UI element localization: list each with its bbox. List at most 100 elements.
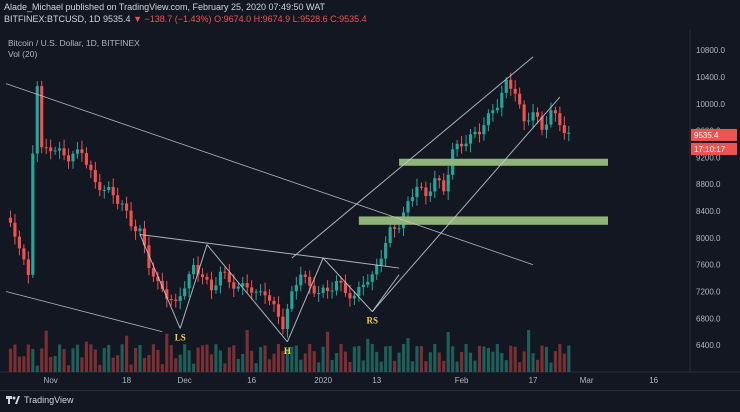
volume-bar xyxy=(120,344,124,372)
volume-bar xyxy=(236,358,240,372)
candle-body xyxy=(31,153,35,275)
volume-bar xyxy=(348,361,352,372)
channel-upper-line xyxy=(291,56,534,259)
candle-body xyxy=(531,112,535,121)
volume-bar xyxy=(192,363,196,372)
candle-body xyxy=(326,287,330,292)
last-price-text: 9535.4 xyxy=(694,131,719,140)
candle-body xyxy=(518,93,522,105)
candle-body xyxy=(53,150,57,152)
volume-bar xyxy=(116,355,120,372)
volume-bar xyxy=(500,353,504,372)
candle-body xyxy=(169,298,173,300)
candle-body xyxy=(98,182,102,191)
volume-bar xyxy=(334,353,339,372)
volume-bar xyxy=(174,358,178,372)
volume-bar xyxy=(326,331,330,372)
volume-bar xyxy=(165,333,169,372)
candle-body xyxy=(178,296,182,301)
volume-bar xyxy=(540,345,544,372)
candle-body xyxy=(424,187,428,197)
volume-bar xyxy=(138,344,142,372)
candle-body xyxy=(433,178,437,192)
descending-trendline xyxy=(5,83,534,266)
head-shoulders-line xyxy=(286,257,324,343)
volume-bar xyxy=(415,346,419,372)
countdown-text: 17:10:17 xyxy=(694,145,726,154)
candle-body xyxy=(442,180,446,192)
candle-body xyxy=(415,186,419,198)
candle-body xyxy=(540,116,544,130)
last-price-tag xyxy=(691,128,737,141)
time-tick-label: Nov xyxy=(44,376,58,385)
volume-bar xyxy=(482,346,486,372)
candle-body xyxy=(205,277,209,280)
volume-bar xyxy=(276,344,281,372)
candle-body xyxy=(504,79,508,93)
chart-title: Bitcoin / U.S. Dollar, 1D, BITFINEX xyxy=(8,38,140,48)
volume-bar xyxy=(312,351,316,372)
pattern-label: RS xyxy=(367,316,379,326)
price-tick-label: 8400.0 xyxy=(696,207,721,216)
volume-bar xyxy=(40,348,44,372)
volume-bar xyxy=(169,345,173,372)
candle-body xyxy=(102,189,106,191)
volume-bar xyxy=(330,360,334,372)
candle-body xyxy=(125,203,129,211)
candle-body xyxy=(366,281,370,285)
volume-bar xyxy=(22,356,26,372)
volume-bar xyxy=(263,345,267,372)
volume-bar xyxy=(388,346,392,372)
volume-bar xyxy=(567,345,571,372)
volume-bar xyxy=(549,362,553,372)
candle-body xyxy=(13,222,17,237)
candle-body xyxy=(419,186,423,188)
head-shoulders-line xyxy=(179,244,208,329)
price-tick-label: 6800.0 xyxy=(696,314,721,323)
tradingview-label: TradingView xyxy=(24,395,74,405)
volume-bar xyxy=(473,360,477,372)
volume-bar xyxy=(321,346,325,372)
volume-bar xyxy=(160,364,164,372)
candle-body xyxy=(527,120,531,122)
volume-bar xyxy=(84,341,88,372)
volume-bar xyxy=(17,356,21,372)
price-tick-label: 7200.0 xyxy=(696,288,721,297)
time-tick-label: 16 xyxy=(247,376,256,385)
candle-body xyxy=(513,88,517,94)
volume-bar xyxy=(406,338,410,372)
candle-body xyxy=(393,227,397,229)
candle-body xyxy=(428,191,432,197)
pattern-label: LS xyxy=(175,332,186,342)
volume-bar xyxy=(446,332,450,372)
candle-body xyxy=(290,291,294,309)
volume-bar xyxy=(442,360,446,372)
support-zone xyxy=(358,216,608,225)
candle-body xyxy=(464,143,468,147)
candle-body xyxy=(375,265,379,275)
volume-bar xyxy=(437,352,441,372)
candle-body xyxy=(58,148,62,151)
volume-bar xyxy=(232,345,236,372)
head-shoulders-line xyxy=(139,234,181,329)
volume-bar xyxy=(384,346,388,372)
candle-body xyxy=(160,281,164,290)
candle-body xyxy=(361,284,365,287)
volume-bar xyxy=(183,344,187,372)
candle-body xyxy=(218,271,222,286)
volume-bar xyxy=(553,351,557,372)
price-tick-label: 8000.0 xyxy=(696,234,721,243)
volume-bar xyxy=(317,362,321,372)
candle-body xyxy=(89,164,93,170)
volume-bar xyxy=(294,345,298,372)
price-chart[interactable]: 6400.0 6800.0 7200.0 7600.0 8000.0 8400.0 8800… xyxy=(0,0,740,390)
candle-body xyxy=(44,147,48,149)
price-tick-label: 9200.0 xyxy=(696,153,721,162)
candle-body xyxy=(254,291,258,293)
time-tick-label: Mar xyxy=(580,376,594,385)
volume-bar xyxy=(460,351,464,372)
tradingview-logo[interactable]: TradingView xyxy=(6,395,74,405)
candle-body xyxy=(348,293,352,299)
volume-bar xyxy=(522,351,526,372)
volume-bar xyxy=(339,344,343,372)
